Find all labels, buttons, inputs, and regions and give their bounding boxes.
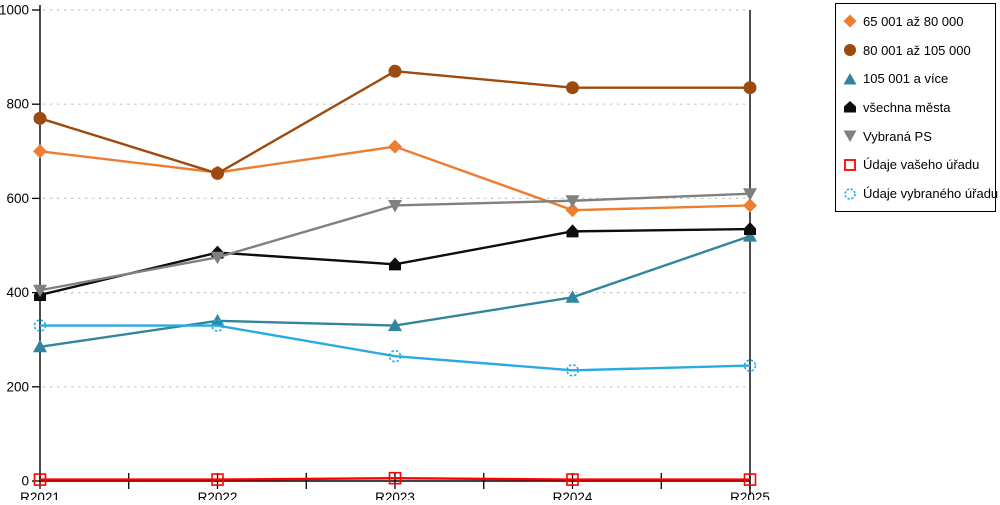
data-point[interactable] xyxy=(33,319,47,332)
y-tick-label: 600 xyxy=(6,191,29,206)
chart-legend: 65 001 až 80 000 80 001 až 105 000 105 0… xyxy=(835,3,998,212)
triangle-up-icon xyxy=(843,72,857,85)
house-marker-icon xyxy=(844,101,856,113)
data-point[interactable] xyxy=(388,199,402,213)
legend-label: 80 001 až 105 000 xyxy=(863,42,971,58)
legend-item-vybrana-ps[interactable]: Vybraná PS xyxy=(843,129,993,144)
data-point[interactable] xyxy=(743,198,757,213)
data-point[interactable] xyxy=(33,473,47,486)
data-point[interactable] xyxy=(566,364,579,377)
data-point[interactable] xyxy=(388,471,402,485)
x-tick-label: R2022 xyxy=(198,490,238,500)
series-line-1 xyxy=(39,69,750,175)
data-point[interactable] xyxy=(33,111,47,125)
data-point[interactable] xyxy=(388,318,402,332)
data-point[interactable] xyxy=(388,139,402,154)
data-point[interactable] xyxy=(389,257,401,271)
x-tick-label: R2023 xyxy=(375,490,415,500)
data-point[interactable] xyxy=(566,473,579,486)
data-point[interactable] xyxy=(565,203,580,218)
x-tick-label: R2024 xyxy=(553,490,593,500)
legend-label: všechna města xyxy=(863,99,951,115)
legend-label: 65 001 až 80 000 xyxy=(863,13,964,29)
data-point[interactable] xyxy=(566,81,579,95)
open-circle-icon xyxy=(844,187,856,200)
data-point[interactable] xyxy=(388,64,402,78)
data-point[interactable] xyxy=(744,222,756,236)
data-point[interactable] xyxy=(565,290,580,303)
legend-item-vsechna-mesta[interactable]: všechna města xyxy=(843,100,993,115)
y-tick-label: 800 xyxy=(6,97,29,112)
series-line-5 xyxy=(40,476,750,481)
legend-label: 105 001 a více xyxy=(863,71,949,87)
data-point[interactable] xyxy=(566,224,579,238)
data-point[interactable] xyxy=(743,188,757,201)
data-point[interactable] xyxy=(210,313,225,327)
data-point[interactable] xyxy=(743,359,757,372)
data-point[interactable] xyxy=(743,473,757,486)
data-point[interactable] xyxy=(33,284,47,298)
legend-label: Údaje vybraného úřadu xyxy=(863,186,999,202)
open-square-icon xyxy=(844,158,856,171)
legend-label: Vybraná PS xyxy=(863,128,932,144)
data-point[interactable] xyxy=(33,339,47,353)
data-point[interactable] xyxy=(211,319,224,332)
data-point[interactable] xyxy=(743,229,757,242)
data-point[interactable] xyxy=(33,144,47,159)
data-point[interactable] xyxy=(211,166,224,180)
legend-item-65001-80000[interactable]: 65 001 až 80 000 xyxy=(843,14,993,29)
legend-item-80001-105000[interactable]: 80 001 až 105 000 xyxy=(843,43,993,58)
x-tick-label: R2021 xyxy=(20,490,60,500)
data-point[interactable] xyxy=(743,81,757,95)
x-tick-label: R2025 xyxy=(730,490,770,500)
triangle-down-icon xyxy=(843,130,857,143)
circle-icon xyxy=(844,44,856,57)
data-point[interactable] xyxy=(210,251,225,265)
y-tick-label: 200 xyxy=(6,379,29,394)
legend-label: Údaje vašeho úřadu xyxy=(863,157,980,173)
y-tick-label: 0 xyxy=(21,474,29,489)
data-point[interactable] xyxy=(388,349,402,363)
data-point[interactable] xyxy=(565,195,580,208)
legend-item-105001-plus[interactable]: 105 001 a více xyxy=(843,71,993,86)
legend-item-udaje-vaseho-uradu[interactable]: Údaje vašeho úřadu xyxy=(843,157,993,172)
y-tick-label: 1000 xyxy=(0,3,29,18)
legend-item-udaje-vybraneho-uradu[interactable]: Údaje vybraného úřadu xyxy=(843,186,998,201)
diamond-icon xyxy=(843,14,857,28)
series-line-6 xyxy=(40,324,751,372)
y-tick-label: 400 xyxy=(6,285,29,300)
data-point[interactable] xyxy=(211,473,224,486)
